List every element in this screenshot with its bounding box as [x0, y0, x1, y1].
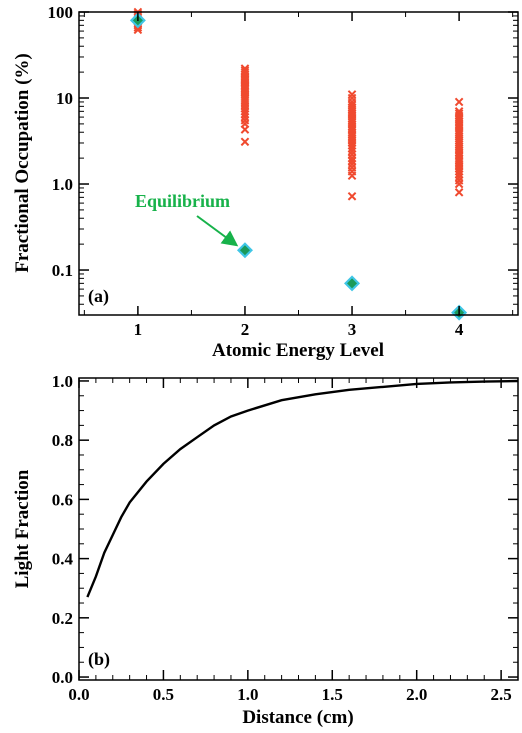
- light-fraction-curve: [86, 379, 519, 598]
- panel-b-y-tick-label: 0.6: [52, 490, 73, 509]
- panel-a-marks: [129, 7, 468, 321]
- sample-x-marker: [240, 65, 250, 75]
- panel-a-x-tick-label: 2: [241, 320, 250, 339]
- panel-b-y-tick-label: 1.0: [52, 372, 73, 391]
- panel-a-x-tick-label: 4: [455, 320, 464, 339]
- sample-x-marker: [347, 191, 357, 201]
- panel-b-ticks: 0.0 0.5 1.0 1.5 2.0 2.5 0.0 0.2 0.4 0.6 0.8 1.0: [52, 372, 518, 704]
- sample-x-marker: [240, 64, 250, 73]
- sample-x-marker: [454, 97, 464, 107]
- sample-x-marker: [454, 188, 464, 197]
- sample-x-marker: [240, 116, 250, 125]
- panel-b-y-tick-label: 0.2: [52, 609, 73, 628]
- sample-x-marker: [454, 176, 464, 185]
- panel-b-y-tick-label: 0.4: [52, 550, 74, 569]
- panel-a-ylabel: Fractional Occupation (%): [12, 53, 33, 273]
- panel-a: 1 2 3 4 100 10 1.0 0.1 Atomic Energy Level Frac…: [12, 3, 519, 361]
- panel-a-x-tick-label: 3: [348, 320, 357, 339]
- panel-b-ylabel: Light Fraction: [12, 469, 33, 588]
- panel-b-xlabel: Distance (cm): [242, 707, 353, 728]
- panel-a-x-tick-label: 1: [134, 320, 143, 339]
- panel-a-label: (a): [88, 286, 109, 307]
- equilibrium-annotation: Equilibrium: [135, 191, 230, 211]
- panel-b-x-tick-label: 0.0: [68, 685, 89, 704]
- panel-a-y-tick-label: 0.1: [52, 261, 73, 280]
- panel-b-label: (b): [88, 649, 110, 670]
- panel-b-y-tick-label: 0.8: [52, 431, 73, 450]
- panel-b-x-tick-label: 0.5: [153, 685, 174, 704]
- panel-b-x-tick-label: 1.5: [322, 685, 343, 704]
- equilibrium-point: [344, 275, 361, 292]
- sample-x-marker: [347, 100, 357, 110]
- sample-x-marker: [240, 137, 250, 147]
- panel-b-x-tick-label: 1.0: [237, 685, 258, 704]
- sample-x-marker: [347, 150, 357, 159]
- equilibrium-point: [236, 242, 253, 259]
- panel-b-marks: [86, 379, 519, 598]
- panel-a-ticks: 1 2 3 4 100 10 1.0 0.1: [48, 3, 518, 339]
- panel-a-xlabel: Atomic Energy Level: [212, 340, 384, 361]
- panel-b-y-tick-label: 0.0: [52, 668, 73, 687]
- equilibrium-arrow: [196, 215, 239, 247]
- panel-a-frame: [78, 11, 519, 316]
- sample-x-marker: [347, 90, 357, 99]
- sample-x-marker: [454, 109, 464, 118]
- panel-a-y-tick-label: 100: [48, 3, 74, 22]
- panel-b-x-tick-label: 2.5: [490, 685, 511, 704]
- sample-x-marker: [454, 107, 464, 116]
- panel-a-y-tick-label: 10: [56, 89, 73, 108]
- panel-b: 0.0 0.5 1.0 1.5 2.0 2.5 0.0 0.2 0.4 0.6 0.8 1.0 Dis…: [12, 372, 519, 728]
- panel-b-frame: [78, 377, 519, 681]
- panel-a-y-tick-label: 1.0: [52, 175, 73, 194]
- sample-x-marker: [347, 156, 357, 166]
- panel-b-x-tick-label: 2.0: [406, 685, 427, 704]
